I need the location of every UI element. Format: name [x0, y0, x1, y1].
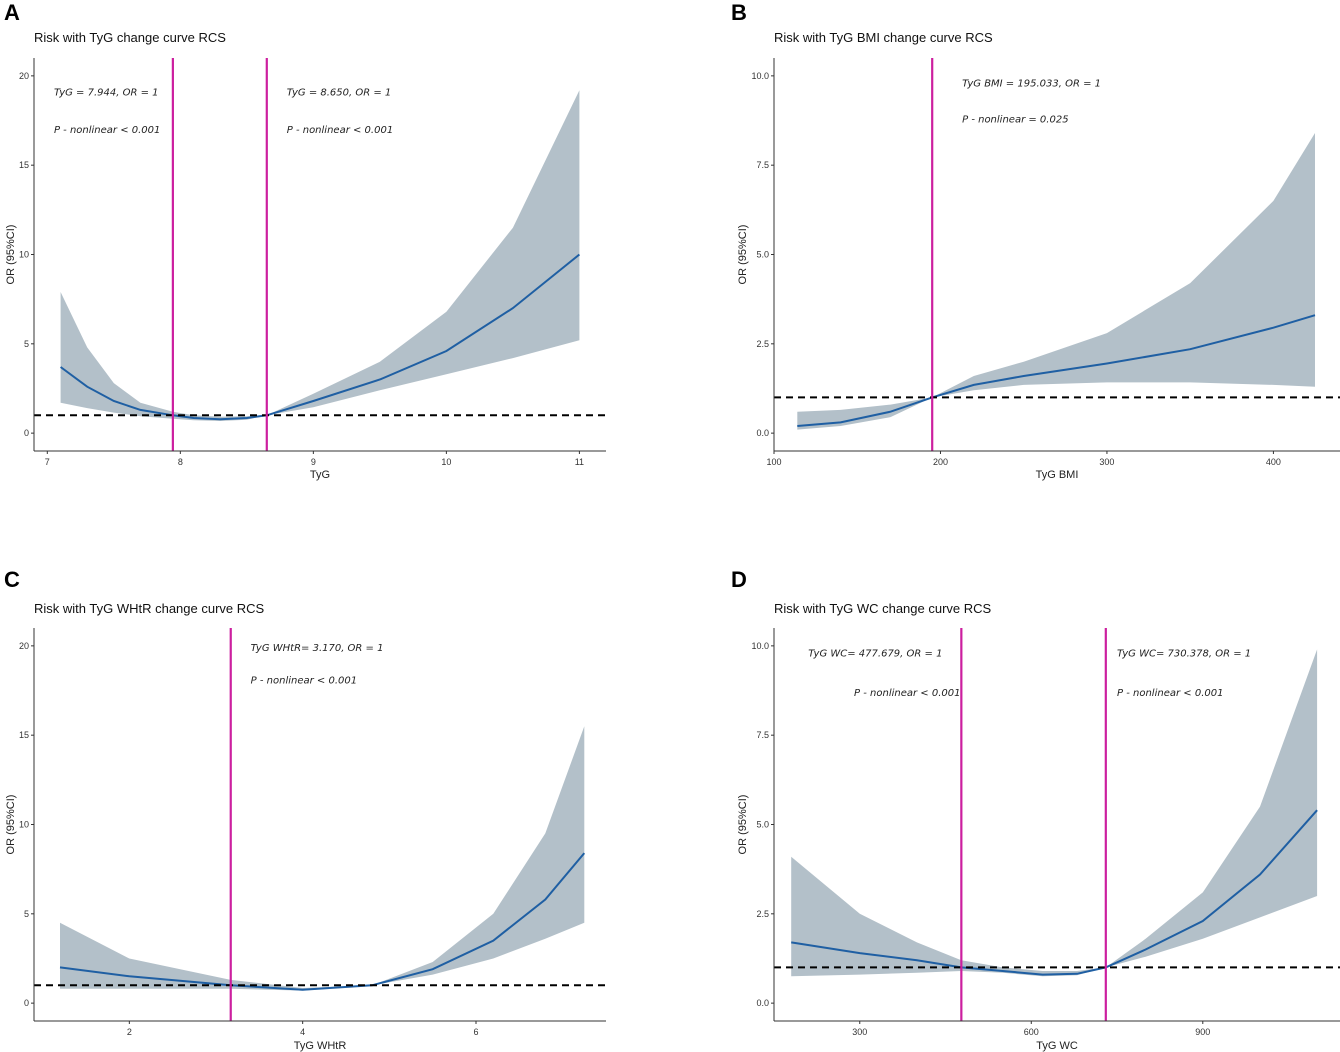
panel-b-xtick-label: 200	[933, 457, 948, 467]
panel-d-x-axis-label: TyG WC	[1036, 1040, 1078, 1052]
panel-c-ytick-label: 5	[24, 909, 29, 919]
panel-d-annotation: P - nonlinear < 0.001	[854, 688, 960, 699]
panel-c-annotation: P - nonlinear < 0.001	[251, 675, 357, 686]
panel-a-annotation: TyG = 7.944, OR = 1	[54, 88, 159, 99]
panel-b-x-axis-label: TyG BMI	[1036, 469, 1079, 481]
panel-c-ytick-label: 15	[19, 730, 29, 740]
panel-c-x-axis-label: TyG WHtR	[294, 1040, 347, 1052]
panel-c-annotation: TyG WHtR= 3.170, OR = 1	[251, 643, 384, 654]
panel-b-xtick-label: 300	[1099, 457, 1114, 467]
panel-d-ytick-label: 10.0	[751, 641, 769, 651]
panel-d-ytick-label: 2.5	[756, 909, 769, 919]
panel-a-title: Risk with TyG change curve RCS	[34, 30, 226, 45]
panel-d-y-axis-label: OR (95%CI)	[737, 795, 749, 855]
panel-b-xtick-label: 400	[1266, 457, 1281, 467]
panel-a-xtick-label: 8	[178, 457, 183, 467]
panel-c-title: Risk with TyG WHtR change curve RCS	[34, 601, 265, 616]
panel-c-ytick-label: 0	[24, 998, 29, 1008]
panel-a-ytick-label: 5	[24, 339, 29, 349]
panel-a-ytick-label: 15	[19, 160, 29, 170]
panel-c-xtick-label: 2	[127, 1027, 132, 1037]
panel-d-letter: D	[731, 567, 747, 592]
panel-b-ytick-label: 2.5	[756, 339, 769, 349]
panel-c-letter: C	[4, 567, 20, 592]
panel-b-title: Risk with TyG BMI change curve RCS	[774, 30, 993, 45]
panel-a-annotation: TyG = 8.650, OR = 1	[287, 88, 392, 99]
panel-c: C Risk with TyG WHtR change curve RCS 0 5 10…	[4, 567, 606, 1052]
panel-d-xtick-label: 900	[1195, 1027, 1210, 1037]
panel-c-xtick-label: 6	[473, 1027, 478, 1037]
panel-a-x-axis-label: TyG	[310, 469, 330, 481]
panel-d-xtick-label: 300	[852, 1027, 867, 1037]
panel-a-annotation: P - nonlinear < 0.001	[287, 125, 393, 136]
panel-a-y-axis-label: OR (95%CI)	[5, 225, 17, 285]
panel-b-letter: B	[731, 0, 747, 25]
panel-d-ytick-label: 0.0	[756, 998, 769, 1008]
panel-c-y-axis-label: OR (95%CI)	[5, 795, 17, 855]
panel-b-ytick-label: 0.0	[756, 428, 769, 438]
panel-d-ci-band	[791, 649, 1318, 977]
panel-b-ytick-label: 10.0	[751, 71, 769, 81]
panel-b: B Risk with TyG BMI change curve RCS 0.0 2.…	[731, 0, 1340, 481]
panel-d: D Risk with TyG WC change curve RCS 0.0 2.5…	[731, 567, 1340, 1052]
panel-b-ci-band	[797, 133, 1315, 430]
panel-c-ytick-label: 20	[19, 641, 29, 651]
panel-d-annotation: TyG WC= 477.679, OR = 1	[808, 649, 942, 660]
panel-a-xtick-label: 10	[441, 457, 451, 467]
panel-d-ytick-label: 5.0	[756, 820, 769, 830]
panel-c-ytick-label: 10	[19, 820, 29, 830]
panel-b-annotation: P - nonlinear = 0.025	[962, 114, 1068, 125]
panel-b-ytick-label: 7.5	[756, 160, 769, 170]
panel-c-ci-band	[60, 726, 585, 991]
panel-a-ytick-label: 20	[19, 71, 29, 81]
panel-a-ytick-label: 0	[24, 428, 29, 438]
panel-b-annotation: TyG BMI = 195.033, OR = 1	[962, 79, 1101, 90]
panel-d-ytick-label: 7.5	[756, 730, 769, 740]
panel-a-xtick-label: 11	[575, 457, 584, 467]
panel-a-ytick-label: 10	[19, 250, 29, 260]
panel-b-or-curve	[797, 314, 1316, 427]
panel-a: A Risk with TyG change curve RCS 0 5 10 15 20 7…	[4, 0, 606, 481]
panel-b-y-axis-label: OR (95%CI)	[737, 225, 749, 285]
panel-b-xtick-label: 100	[766, 457, 781, 467]
panel-a-letter: A	[4, 0, 20, 25]
panel-d-title: Risk with TyG WC change curve RCS	[774, 601, 992, 616]
panel-a-xtick-label: 7	[45, 457, 50, 467]
panel-a-or-curve	[60, 253, 581, 421]
panel-d-annotation: P - nonlinear < 0.001	[1117, 688, 1223, 699]
panel-c-xtick-label: 4	[300, 1027, 305, 1037]
panel-a-annotation: P - nonlinear < 0.001	[54, 125, 160, 136]
panel-a-ci-band	[60, 90, 580, 421]
panel-d-xtick-label: 600	[1024, 1027, 1039, 1037]
panel-d-or-curve	[791, 809, 1318, 976]
panel-d-annotation: TyG WC= 730.378, OR = 1	[1117, 649, 1251, 660]
panel-a-xtick-label: 9	[311, 457, 316, 467]
panel-b-ytick-label: 5.0	[756, 250, 769, 260]
